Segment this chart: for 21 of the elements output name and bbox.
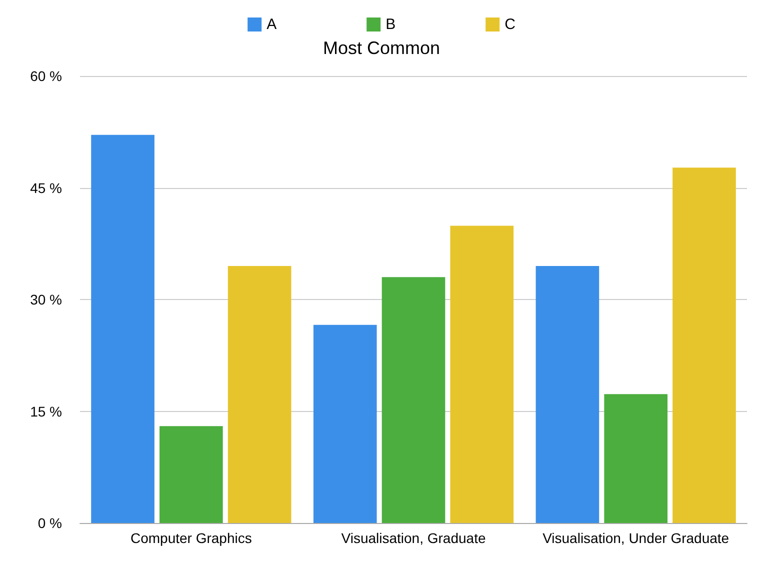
y-tick-label: 30 % bbox=[30, 292, 62, 308]
x-tick-label: Computer Graphics bbox=[130, 530, 252, 546]
y-tick-label: 45 % bbox=[30, 180, 62, 196]
bar bbox=[604, 394, 668, 523]
legend-label: B bbox=[386, 16, 396, 33]
bar bbox=[382, 277, 446, 523]
bar bbox=[313, 324, 377, 523]
bar bbox=[672, 168, 736, 523]
bar bbox=[91, 134, 154, 523]
x-tick-label: Visualisation, Under Graduate bbox=[542, 530, 730, 546]
y-tick-label: 0 % bbox=[38, 515, 62, 531]
y-tick-label: 15 % bbox=[30, 403, 62, 420]
chart-title: Most Common bbox=[322, 38, 440, 58]
bar bbox=[228, 266, 292, 523]
bar bbox=[536, 266, 600, 523]
y-tick-label: 60 % bbox=[30, 68, 62, 84]
x-tick-label: Visualisation, Graduate bbox=[341, 530, 486, 546]
bar bbox=[160, 426, 223, 523]
legend-label: C bbox=[504, 16, 516, 33]
legend-label: A bbox=[266, 16, 277, 33]
bar bbox=[450, 226, 514, 523]
